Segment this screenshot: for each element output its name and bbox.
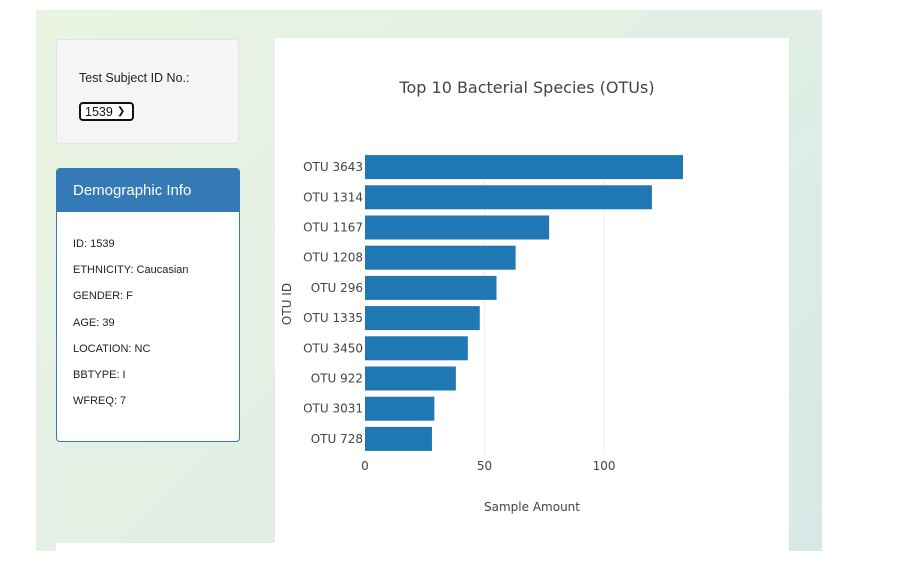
chart-y-axis-label: OTU ID	[280, 283, 294, 325]
demographic-panel: Demographic Info ID: 1539 ETHNICITY: Cau…	[56, 168, 240, 442]
y-tick-label: OTU 3643	[303, 160, 363, 174]
chart-x-ticks: 0 50 100	[361, 459, 615, 473]
subject-id-label: Test Subject ID No.:	[79, 71, 190, 85]
demo-wfreq: WFREQ: 7	[73, 395, 127, 408]
y-tick-label: OTU 3450	[303, 341, 363, 355]
bar	[365, 215, 550, 240]
y-tick-label: OTU 1314	[303, 190, 363, 204]
chart-x-axis-label: Sample Amount	[484, 500, 580, 514]
x-tick-label: 0	[361, 459, 369, 473]
demo-ethnicity: ETHNICITY: Caucasian	[73, 264, 189, 277]
chart-title: Top 10 Bacterial Species (OTUs)	[398, 78, 654, 97]
subject-id-value: 1539	[85, 104, 113, 119]
bar	[365, 306, 480, 331]
demographic-info-body: ID: 1539 ETHNICITY: Caucasian GENDER: F …	[57, 212, 239, 419]
bar	[365, 185, 652, 210]
demographic-panel-title: Demographic Info	[57, 169, 239, 212]
x-tick-label: 100	[593, 459, 616, 473]
bar	[365, 336, 468, 361]
y-tick-label: OTU 728	[311, 432, 363, 446]
chart-category-labels: OTU 3643 OTU 1314 OTU 1167 OTU 1208 OTU 296 O…	[303, 160, 363, 446]
bar-chart: OTU 3643 OTU 1314 OTU 1167 OTU 1208 OTU 296 O…	[280, 78, 683, 514]
x-tick-label: 50	[477, 459, 492, 473]
y-tick-label: OTU 922	[311, 372, 363, 386]
bar	[365, 245, 516, 270]
demo-age: AGE: 39	[73, 316, 115, 329]
chart-bars	[365, 155, 683, 451]
bar	[365, 155, 683, 180]
chevron-down-icon: ❯	[116, 105, 126, 117]
demo-location: LOCATION: NC	[73, 342, 151, 355]
y-tick-label: OTU 296	[311, 281, 363, 295]
y-tick-label: OTU 1167	[303, 221, 363, 235]
bar	[365, 275, 497, 300]
demo-id: ID: 1539	[73, 238, 115, 250]
bar	[365, 426, 432, 451]
bar	[365, 396, 435, 421]
y-tick-label: OTU 1208	[303, 251, 363, 265]
y-tick-label: OTU 1335	[303, 311, 363, 325]
bar	[365, 366, 456, 391]
content-strip	[56, 543, 275, 554]
bar-chart-card: OTU 3643 OTU 1314 OTU 1167 OTU 1208 OTU 296 O…	[275, 38, 789, 554]
subject-selector-well: Test Subject ID No.: 1539 ❯	[56, 39, 239, 144]
y-tick-label: OTU 3031	[303, 402, 363, 416]
demo-gender: GENDER: F	[73, 290, 133, 303]
subject-id-select[interactable]: 1539 ❯	[79, 102, 134, 121]
demo-bbtype: BBTYPE: I	[73, 368, 126, 381]
